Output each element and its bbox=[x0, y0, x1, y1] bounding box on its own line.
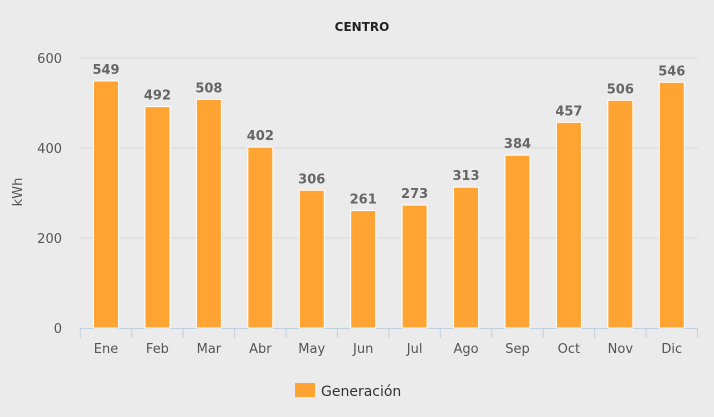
x-tick-label: Jun bbox=[352, 342, 373, 357]
data-label: 261 bbox=[350, 193, 377, 208]
legend[interactable]: Generación bbox=[295, 383, 401, 400]
data-label: 402 bbox=[247, 129, 274, 144]
bar-ago[interactable] bbox=[453, 186, 480, 329]
bar-mar[interactable] bbox=[195, 98, 222, 329]
y-tick-label: 600 bbox=[37, 52, 62, 67]
data-label: 546 bbox=[658, 64, 685, 79]
data-label: 313 bbox=[452, 169, 479, 184]
data-label: 457 bbox=[555, 104, 582, 119]
data-label: 506 bbox=[607, 82, 634, 97]
y-tick-label: 0 bbox=[54, 322, 62, 337]
data-label: 492 bbox=[144, 89, 171, 104]
bar-jun[interactable] bbox=[350, 210, 377, 329]
bar-abr[interactable] bbox=[247, 146, 274, 329]
bar-sep[interactable] bbox=[504, 154, 531, 329]
x-tick-label: Sep bbox=[505, 342, 530, 357]
bar-may[interactable] bbox=[298, 189, 325, 329]
x-tick-label: Jul bbox=[406, 342, 423, 357]
x-tick-label: Abr bbox=[249, 342, 272, 357]
x-tick-label: Ago bbox=[453, 342, 478, 357]
x-tick-label: Mar bbox=[197, 342, 222, 357]
data-label: 549 bbox=[92, 63, 119, 78]
y-tick-label: 400 bbox=[37, 142, 62, 157]
bar-dic[interactable] bbox=[658, 81, 685, 329]
x-tick-label: Oct bbox=[558, 342, 580, 357]
x-tick-label: May bbox=[298, 342, 325, 357]
data-label: 273 bbox=[401, 187, 428, 202]
bar-feb[interactable] bbox=[144, 106, 171, 329]
data-label: 306 bbox=[298, 172, 325, 187]
chart-title: CENTRO bbox=[335, 20, 390, 34]
bar-oct[interactable] bbox=[555, 121, 582, 329]
data-label: 508 bbox=[195, 81, 222, 96]
x-tick-label: Nov bbox=[608, 342, 634, 357]
x-tick-label: Dic bbox=[661, 342, 682, 357]
legend-label[interactable]: Generación bbox=[321, 384, 401, 400]
legend-swatch bbox=[295, 383, 315, 397]
x-tick-label: Feb bbox=[146, 342, 169, 357]
y-axis-label: kWh bbox=[11, 178, 26, 207]
data-label: 384 bbox=[504, 137, 531, 152]
x-tick-label: Ene bbox=[94, 342, 118, 357]
y-tick-label: 200 bbox=[37, 232, 62, 247]
bar-nov[interactable] bbox=[607, 99, 634, 329]
bar-ene[interactable] bbox=[93, 80, 120, 329]
bar-jul[interactable] bbox=[401, 204, 428, 329]
